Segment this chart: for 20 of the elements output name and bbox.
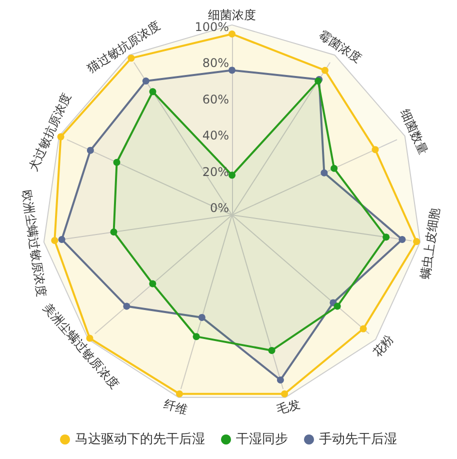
spoke-label: 细菌数量 <box>398 107 430 157</box>
legend-label: 干湿同步 <box>236 432 288 447</box>
spoke-label: 纤维 <box>162 396 190 418</box>
y-tick-label: 0% <box>210 201 229 215</box>
y-tick-label: 100% <box>194 20 229 34</box>
y-tick-label: 40% <box>202 128 229 143</box>
legend-label: 手动先干后湿 <box>319 432 397 447</box>
spoke-label: 霉菌浓度 <box>316 28 364 66</box>
spoke-label: 美洲尘螨过敏原浓度 <box>40 300 122 392</box>
spoke-label: 毛发 <box>274 396 302 418</box>
spoke-label: 欧洲尘螨过敏原浓度 <box>19 189 49 298</box>
spoke-label: 犬过敏抗原浓度 <box>26 90 74 174</box>
y-tick-label: 60% <box>202 92 229 106</box>
spoke-label: 细菌浓度 <box>208 8 256 22</box>
y-tick-label: 20% <box>202 164 229 179</box>
y-tick-label: 80% <box>202 56 229 70</box>
spoke-label: 花粉 <box>370 332 396 360</box>
spoke-label: 螨虫上皮细胞 <box>418 206 442 280</box>
spoke-label: 猫过敏抗原浓度 <box>84 18 163 76</box>
legend-label: 马达驱动下的先干后湿 <box>75 432 205 447</box>
